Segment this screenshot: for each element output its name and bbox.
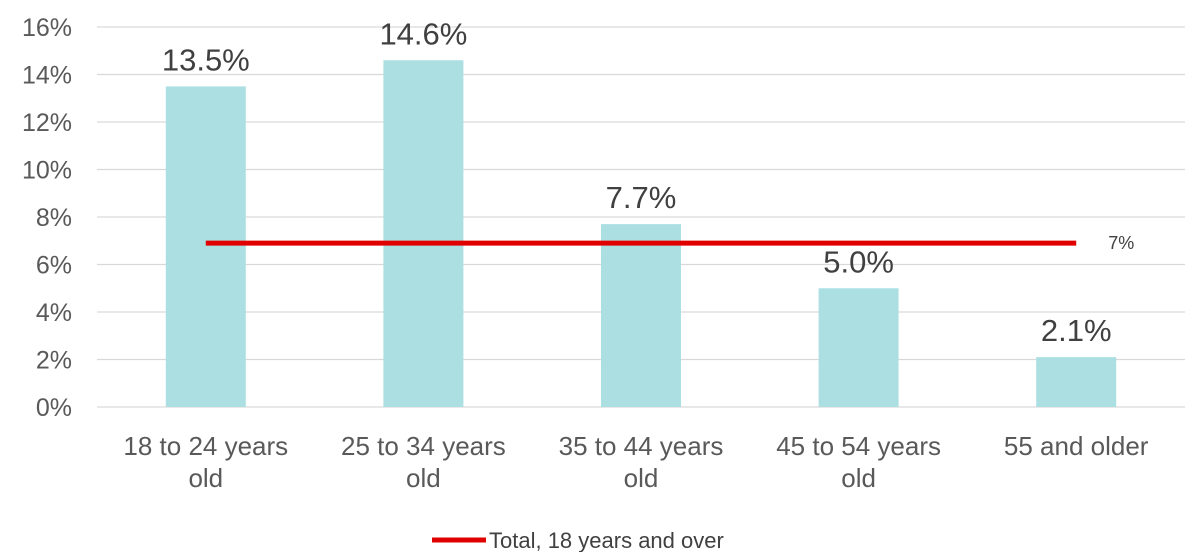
bar bbox=[818, 288, 899, 407]
x-category-label: old bbox=[624, 463, 659, 493]
data-labels: 13.5% 14.6% 7.7% 5.0% 2.1% 7% bbox=[162, 16, 1134, 348]
y-tick-label: 10% bbox=[22, 157, 72, 185]
x-category-label: 55 and older bbox=[1004, 431, 1149, 461]
y-tick-label: 2% bbox=[36, 347, 72, 375]
bar-data-label: 13.5% bbox=[162, 42, 250, 77]
y-tick-label: 16% bbox=[22, 14, 72, 42]
x-category-label: old bbox=[188, 463, 223, 493]
bar bbox=[383, 60, 464, 407]
x-category-label: 35 to 44 years bbox=[559, 431, 724, 461]
y-tick-label: 8% bbox=[36, 204, 72, 232]
y-tick-label: 14% bbox=[22, 62, 72, 90]
y-tick-label: 12% bbox=[22, 109, 72, 137]
x-category-label: 45 to 54 years bbox=[776, 431, 941, 461]
y-tick-label: 0% bbox=[36, 394, 72, 422]
x-category-label: 18 to 24 years bbox=[123, 431, 288, 461]
x-category-label: old bbox=[841, 463, 876, 493]
legend: Total, 18 years and over bbox=[432, 528, 724, 553]
line-end-label: 7% bbox=[1108, 233, 1134, 253]
bar-data-label: 2.1% bbox=[1041, 313, 1112, 348]
bar bbox=[165, 86, 246, 407]
bar-data-label: 5.0% bbox=[823, 244, 894, 279]
x-category-label: 25 to 34 years bbox=[341, 431, 506, 461]
x-category-label: old bbox=[406, 463, 441, 493]
legend-label: Total, 18 years and over bbox=[489, 528, 724, 552]
bar bbox=[1036, 357, 1117, 407]
bar bbox=[601, 224, 681, 407]
bars bbox=[165, 60, 1117, 407]
y-tick-label: 6% bbox=[36, 252, 72, 280]
bar-data-label: 14.6% bbox=[379, 16, 467, 51]
bar-data-label: 7.7% bbox=[606, 180, 677, 215]
y-axis-ticks: 0% 2% 4% 6% 8% 10% 12% 14% 16% bbox=[22, 14, 72, 422]
y-tick-label: 4% bbox=[36, 299, 72, 327]
grid-lines bbox=[97, 26, 1185, 408]
